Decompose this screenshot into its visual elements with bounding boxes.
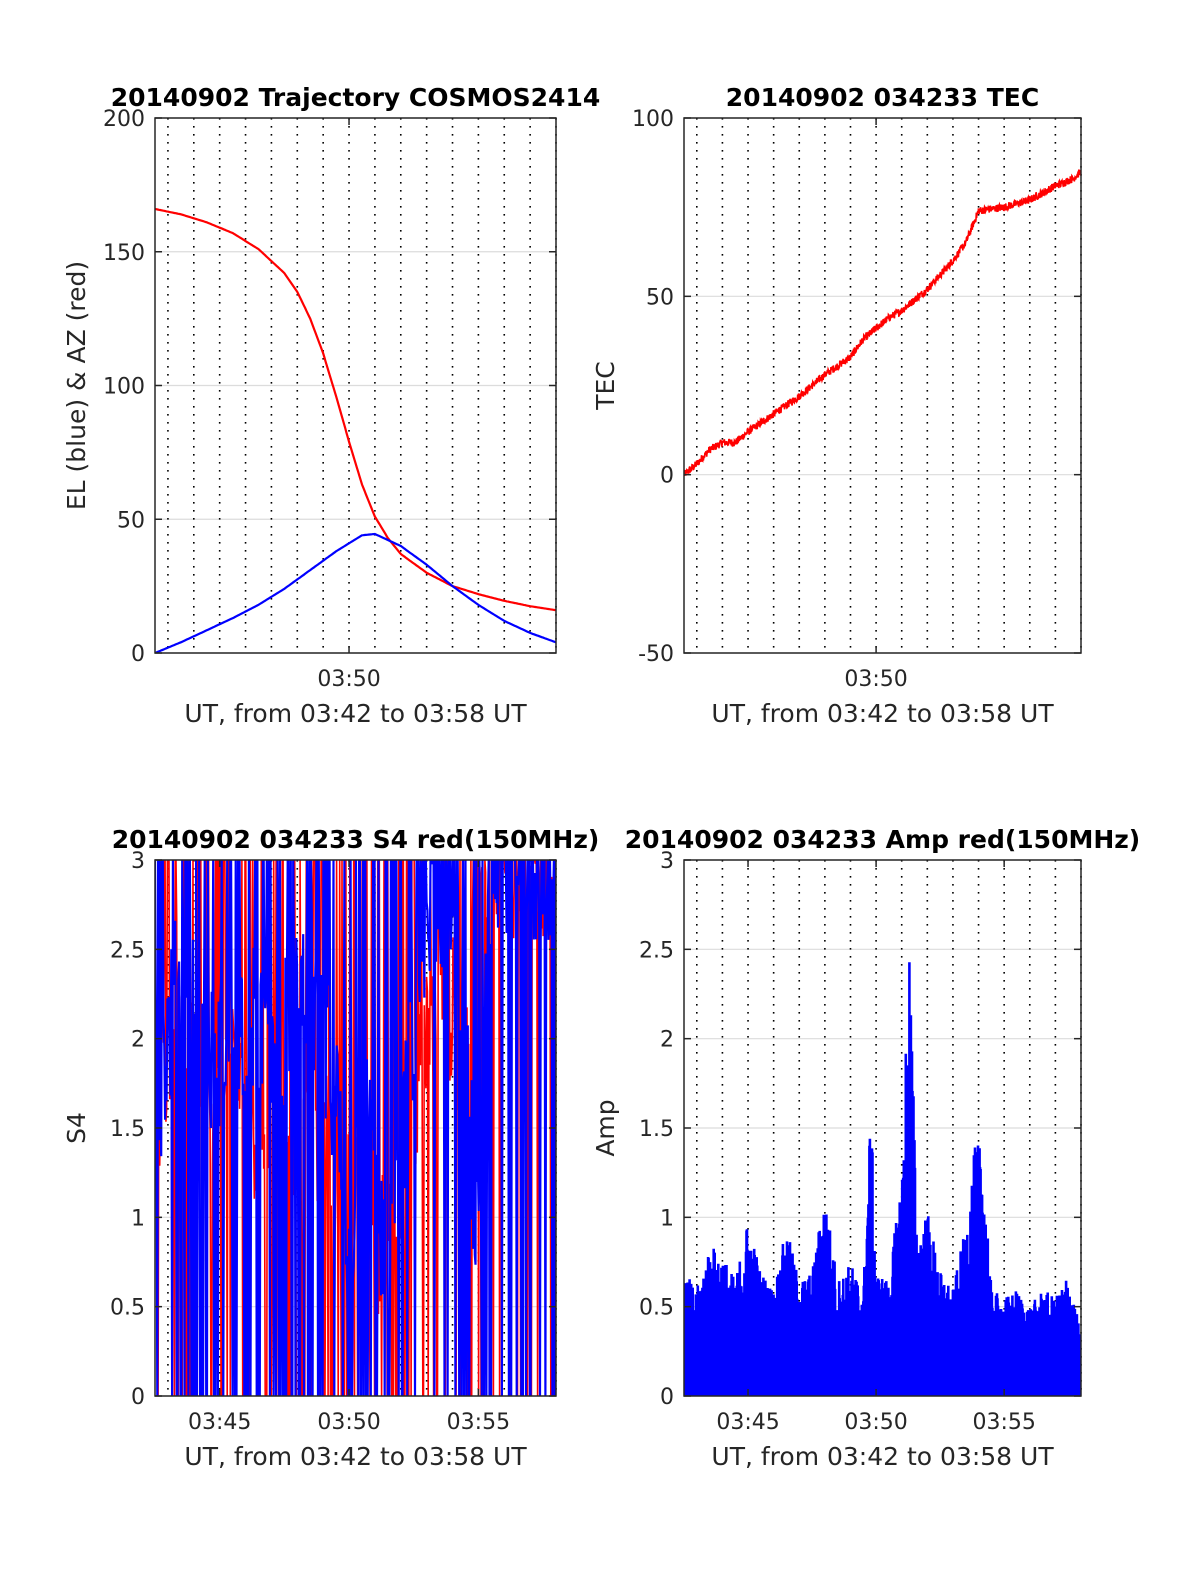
chart2-title: 20140902 034233 TEC xyxy=(726,83,1039,112)
chart4-ytick-label: 3 xyxy=(660,849,674,874)
chart4-ytick-label: 1 xyxy=(660,1206,674,1231)
chart1-title: 20140902 Trajectory COSMOS2414 xyxy=(111,83,601,112)
chart2-axes-box xyxy=(683,117,1082,654)
chart4-ytick-label: 0 xyxy=(660,1385,674,1410)
chart3-xtick-label: 03:50 xyxy=(317,1410,380,1435)
chart3-ytick-label: 1.5 xyxy=(110,1117,145,1142)
chart3-series-2 xyxy=(155,860,556,1396)
chart4-ytick-label: 2.5 xyxy=(639,938,674,963)
chart3-ytick-label: 2 xyxy=(131,1028,145,1053)
chart2-ytick-label: 100 xyxy=(632,107,674,132)
chart1-series-group xyxy=(155,207,556,653)
chart4-title: 20140902 034233 Amp red(150MHz) xyxy=(625,825,1141,854)
chart3: 0 0.5 1 1.5 2 2.5 3 03:45 03:50 03:55 20140902 034… xyxy=(62,825,599,1471)
chart2-series-group xyxy=(684,169,1081,476)
chart2-xtick-label: 03:50 xyxy=(844,667,907,692)
chart4-xtick-label: 03:45 xyxy=(716,1410,779,1435)
chart1-ytick-label: 100 xyxy=(103,375,145,400)
chart1-xtick-label: 03:50 xyxy=(317,667,380,692)
chart1-series-1 xyxy=(155,207,556,612)
chart4-xtick-label: 03:55 xyxy=(972,1410,1035,1435)
chart3-ytick-label: 2.5 xyxy=(110,938,145,963)
chart1-ylabel: EL (blue) & AZ (red) xyxy=(62,261,91,510)
chart2-xlabel: UT, from 03:42 to 03:58 UT xyxy=(711,699,1054,728)
chart1-ytick-label: 50 xyxy=(117,508,145,533)
chart1-xlabel: UT, from 03:42 to 03:58 UT xyxy=(184,699,527,728)
chart4-xtick-label: 03:50 xyxy=(844,1410,907,1435)
chart4-ytick-label: 0.5 xyxy=(639,1296,674,1321)
chart4-ytick-label: 1.5 xyxy=(639,1117,674,1142)
chart2-plot-area xyxy=(684,118,1081,653)
chart3-ytick-label: 0 xyxy=(131,1385,145,1410)
chart4-xlabel: UT, from 03:42 to 03:58 UT xyxy=(711,1442,1054,1471)
chart2-ytick-label: 50 xyxy=(646,285,674,310)
chart1: 0 50 100 150 200 03:50 20140902 Trajectory COS… xyxy=(62,83,600,728)
chart3-ytick-label: 1 xyxy=(131,1206,145,1231)
chart3-xtick-label: 03:55 xyxy=(447,1410,510,1435)
chart4-series-1 xyxy=(684,962,1081,1396)
chart1-ytick-label: 150 xyxy=(103,241,145,266)
chart3-series-group xyxy=(155,860,556,1396)
chart1-ytick-label: 0 xyxy=(131,642,145,667)
chart4: 0 0.5 1 1.5 2 2.5 3 03:45 03:50 03:55 20140902 034… xyxy=(591,825,1140,1471)
chart1-series-2 xyxy=(155,532,556,653)
chart2-ytick-label: 0 xyxy=(660,464,674,489)
chart3-ytick-label: 0.5 xyxy=(110,1296,145,1321)
chart3-xlabel: UT, from 03:42 to 03:58 UT xyxy=(184,1442,527,1471)
chart2-ytick-label: -50 xyxy=(638,642,674,667)
chart3-xtick-label: 03:45 xyxy=(188,1410,251,1435)
chart3-ylabel: S4 xyxy=(62,1112,91,1144)
chart4-series-group xyxy=(684,962,1081,1396)
chart4-ylabel: Amp xyxy=(591,1099,620,1156)
chart4-ytick-label: 2 xyxy=(660,1028,674,1053)
chart2-ylabel: TEC xyxy=(591,361,620,411)
chart3-title: 20140902 034233 S4 red(150MHz) xyxy=(112,825,600,854)
chart3-ytick-label: 3 xyxy=(131,849,145,874)
chart1-ytick-label: 200 xyxy=(103,107,145,132)
chart2-series-1 xyxy=(684,169,1081,476)
chart2: -50 0 50 100 03:50 20140902 034233 TEC UT, fro… xyxy=(591,83,1082,728)
